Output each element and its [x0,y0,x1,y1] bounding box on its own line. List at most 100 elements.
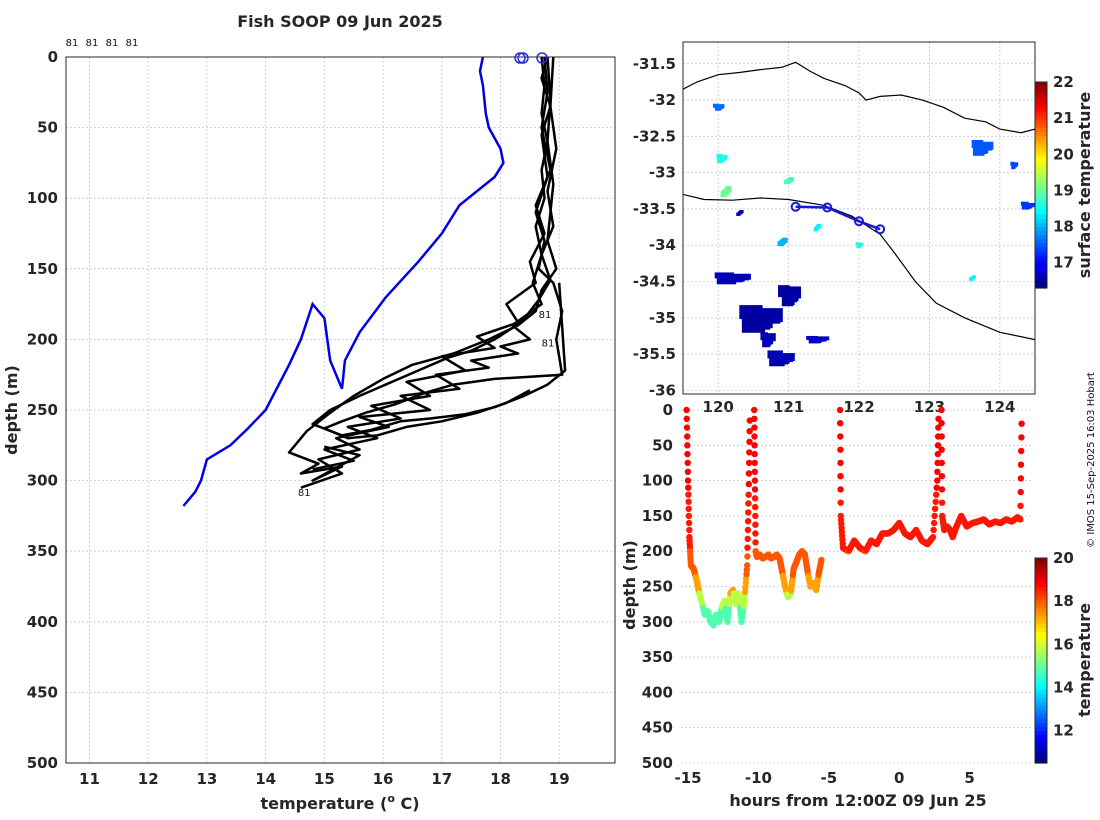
colorbar-segment [1035,627,1047,633]
sst-patch [760,332,769,341]
map-ytick-label: -34 [649,236,676,254]
temperature-sample [751,406,758,414]
temperature-sample [751,442,758,449]
temperature-sample [686,526,693,534]
profile-xlabel-sup: o [387,792,395,805]
cast-label: 81 [542,338,555,349]
map-xtick-label: 121 [773,398,804,416]
cast-count-label: 81 [126,38,139,49]
temperature-sample [836,406,844,414]
colorbar-segment [1035,94,1047,100]
surface-marker [536,52,548,64]
colorbar-segment [1035,139,1047,145]
section-colorbar-label: temperature [1075,603,1094,717]
colorbar-segment [1035,250,1047,256]
colorbar-segment [1035,660,1047,666]
temperature-sample [938,446,945,453]
colorbar-segment [1035,734,1047,739]
sst-patch [719,156,726,162]
map-colorbar-tick: 18 [1053,218,1074,236]
section-ytick-label: 450 [642,719,673,737]
sst-patch [714,272,735,279]
colorbar-segment [1035,185,1047,190]
colorbar-segment [1035,193,1047,198]
temperature-sample [1018,447,1025,455]
section-ytick-label: 250 [642,578,673,596]
sst-patch [815,337,827,342]
temperature-sample [745,491,752,498]
profile-xlabel: temperature (o C) [260,792,419,813]
colorbar-segment [1035,562,1047,567]
deployment-marker [822,202,833,213]
ship-track-line [795,205,881,231]
colorbar-segment [1035,164,1047,170]
temperature-sample [746,428,753,435]
section-xtick-label: -5 [821,769,838,787]
profile-ytick-label: 200 [27,330,58,348]
colorbar-segment [1035,685,1047,690]
colorbar-segment [1035,98,1047,104]
profile-ytick-label: 250 [27,401,58,419]
section-xtick-label: -15 [674,769,701,787]
colorbar-segment [1035,750,1047,756]
colorbar-segment [1035,558,1047,563]
colorbar-segment [1035,726,1047,731]
colorbar-segment [1035,114,1047,120]
map-colorbar-tick: 22 [1053,73,1074,91]
temperature-sample [934,442,942,449]
map-xtick-label: 120 [703,398,734,416]
temperature-sample [938,406,945,414]
cast-profile-line [323,56,564,440]
section-ytick-label: 400 [642,683,673,701]
temperature-sample [935,424,942,431]
colorbar-segment [1035,189,1047,194]
colorbar-segment [1035,180,1047,186]
profile-ytick-label: 500 [27,754,58,772]
deployment-marker [875,224,886,235]
section-xtick-label: 5 [964,769,974,787]
profile-ytick-label: 100 [27,189,58,207]
colorbar-segment [1035,681,1047,686]
temperature-sample [837,486,844,493]
cast-count-label: 81 [66,38,79,49]
colorbar-segment [1035,238,1047,244]
colorbar-segment [1035,242,1047,248]
colorbar-segment [1035,279,1047,285]
credit-text: © IMOS 15-Sep-2025 16:03 Hobart [1086,372,1097,548]
colorbar-segment [1035,217,1047,223]
colorbar-segment [1035,693,1047,698]
colorbar-segment [1035,156,1047,161]
temperature-sample [685,512,693,520]
temperature-sample [685,484,692,491]
temperature-sample [837,433,844,440]
temperature-sample [751,486,759,493]
temperature-sample [934,450,941,458]
mean-profile-line [182,56,505,507]
sst-patch [1021,205,1030,210]
colorbar-segment [1035,705,1047,711]
colorbar-segment [1035,758,1047,764]
temperature-sample [685,491,692,498]
colorbar-segment [1035,607,1047,612]
colorbar-segment [1035,713,1047,719]
map-xtick-label: 122 [843,398,874,416]
colorbar-segment [1035,102,1047,108]
sst-patch [981,141,994,150]
profile-ytick-label: 150 [27,260,58,278]
sst-patch [769,358,785,367]
colorbar-segment [1035,283,1047,289]
colorbar-segment [1035,717,1047,723]
colorbar-segment [1035,590,1047,596]
colorbar-segment [1035,668,1047,674]
temperature-sample [931,505,939,512]
colorbar-segment [1035,603,1047,608]
colorbar-segment [1035,160,1047,165]
temperature-sample [938,433,945,440]
colorbar-segment [1035,152,1047,157]
temperature-sample [752,539,759,546]
map-colorbar-label: surface temperature [1075,92,1094,279]
temperature-sample [938,473,946,480]
sst-patch [778,285,790,298]
profile-xlabel-end: C) [395,794,420,813]
